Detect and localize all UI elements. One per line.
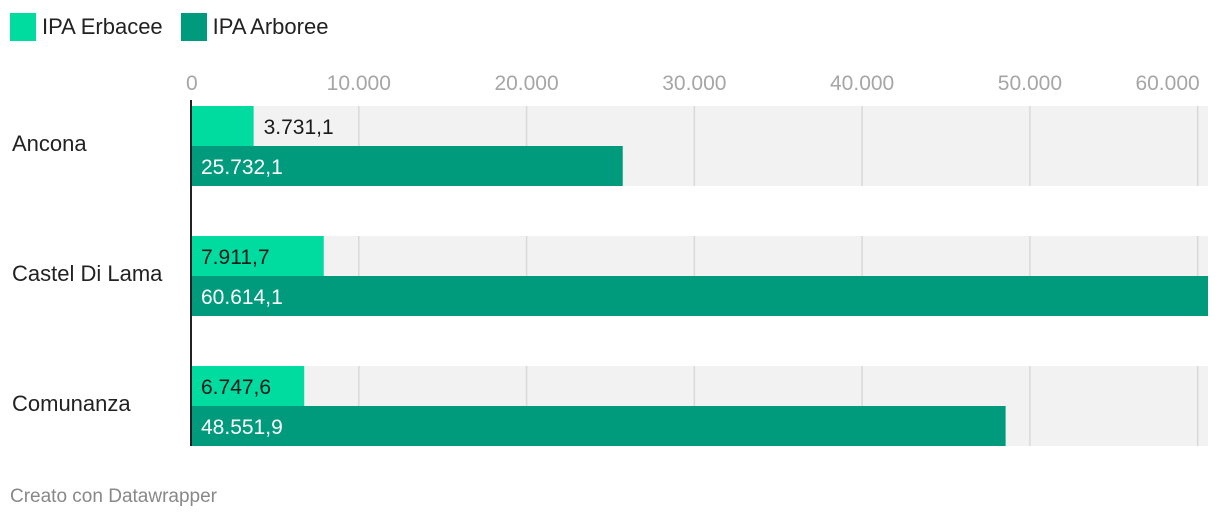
category-label: Ancona: [12, 131, 87, 156]
bar-value-label: 60.614,1: [201, 286, 283, 309]
bar-erbacee: [191, 236, 324, 276]
bar-arboree: [191, 276, 1208, 316]
x-tick-label: 20.000: [494, 72, 558, 95]
legend-swatch-arboree: [180, 13, 207, 41]
legend: IPA Erbacee IPA Arboree: [10, 12, 346, 42]
footer-credit: Creato con Datawrapper: [10, 486, 217, 507]
bar-arboree: [191, 146, 623, 186]
bar-value-label: 48.551,9: [201, 416, 283, 439]
legend-label-erbacee: IPA Erbacee: [42, 14, 163, 39]
legend-item-arboree: IPA Arboree: [180, 13, 329, 41]
legend-item-erbacee: IPA Erbacee: [10, 13, 163, 41]
bar-value-label: 7.911,7: [201, 246, 270, 269]
category-label: Castel Di Lama: [12, 261, 163, 286]
x-tick-label: 10.000: [327, 72, 391, 95]
x-tick-label: 40.000: [830, 72, 894, 95]
x-tick-label: 30.000: [662, 72, 726, 95]
bar-arboree: [191, 406, 1006, 446]
x-tick-label: 50.000: [998, 72, 1062, 95]
category-label: Comunanza: [12, 391, 131, 416]
bar-value-label: 6.747,6: [201, 376, 271, 399]
bar-value-label: 25.732,1: [201, 156, 283, 179]
bar-erbacee: [191, 106, 254, 146]
legend-swatch-erbacee: [10, 13, 36, 41]
bar-value-label: 3.731,1: [264, 116, 334, 139]
legend-label-arboree: IPA Arboree: [212, 14, 329, 39]
bar-erbacee: [191, 366, 305, 406]
x-tick-label: 60.000: [1135, 72, 1199, 95]
bar-chart: 0 10.000 20.000 30.000 40.000 50.000 60.000 Anc…: [12, 72, 1208, 446]
x-tick-label: 0: [186, 72, 198, 95]
